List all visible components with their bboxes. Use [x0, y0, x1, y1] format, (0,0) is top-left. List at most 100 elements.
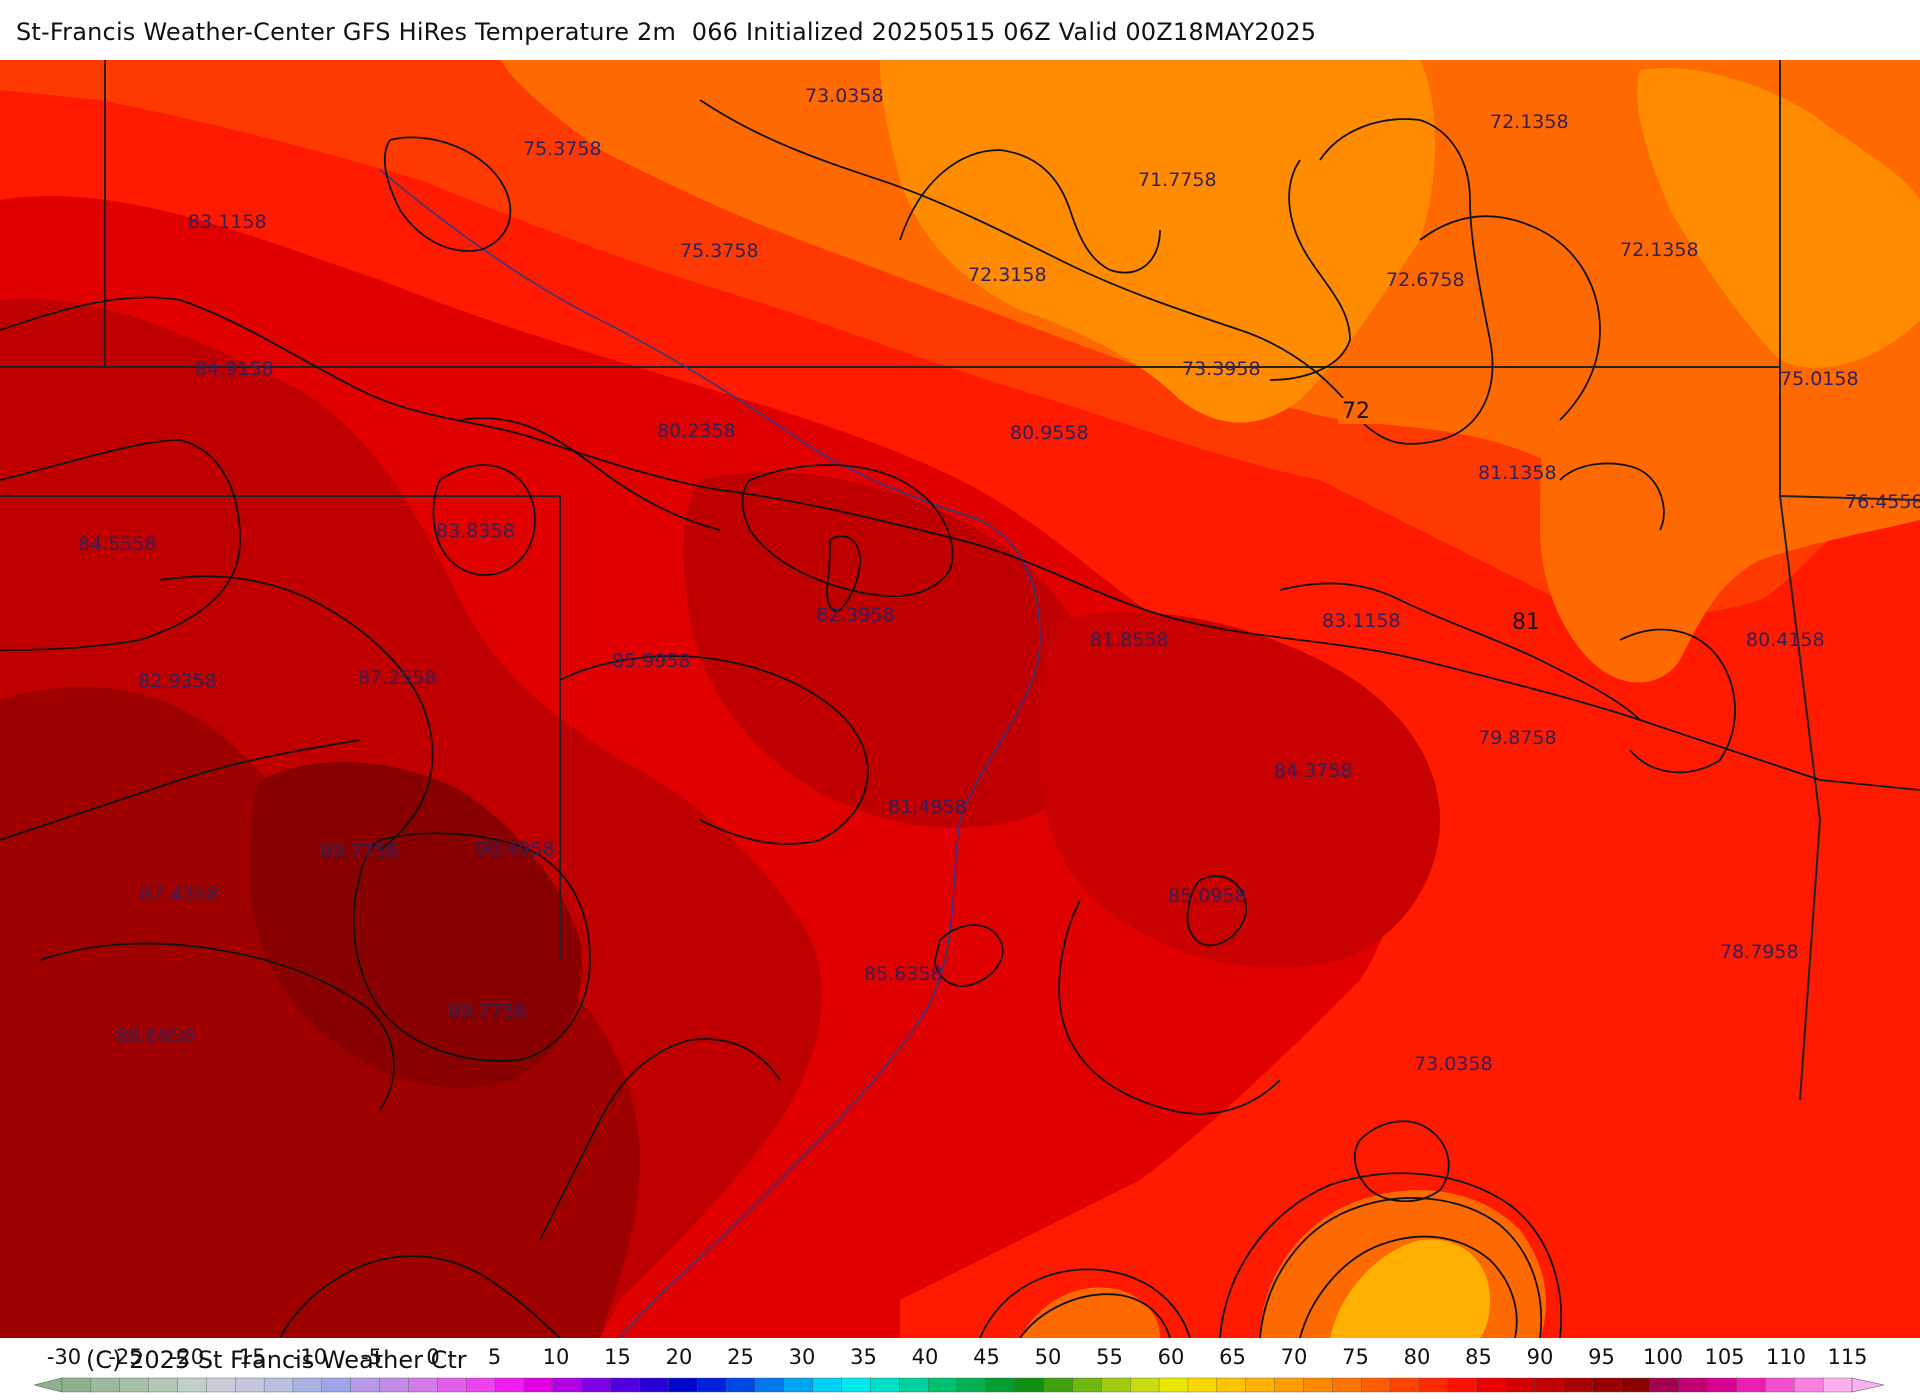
legend-color-swatch: [1072, 1377, 1103, 1393]
point-label: 83.1158: [1322, 610, 1401, 632]
temperature-fill-northeast-orange: [1637, 68, 1920, 368]
legend-tick-label: 65: [1219, 1345, 1246, 1369]
contour-label: 81: [1512, 610, 1540, 635]
legend-color-swatch: [1216, 1377, 1247, 1393]
point-label: 78.7958: [1720, 941, 1799, 963]
legend-tick-label: 80: [1404, 1345, 1431, 1369]
legend-color-swatch: [639, 1377, 669, 1393]
legend-color-swatch: [119, 1377, 150, 1393]
temperature-fill-east-darkred: [1040, 612, 1440, 968]
point-label: 73.0358: [805, 85, 884, 107]
legend-color-swatch: [206, 1377, 236, 1393]
legend-color-swatch: [552, 1377, 583, 1393]
legend-color-swatch: [1332, 1377, 1362, 1393]
point-label: 85.9958: [612, 650, 691, 672]
point-label: 79.8758: [1478, 727, 1557, 749]
legend-color-swatch: [783, 1377, 814, 1393]
point-label: 83.1158: [188, 211, 267, 233]
legend-color-swatch: [1476, 1377, 1507, 1393]
legend-color-swatch: [610, 1377, 641, 1393]
legend-color-swatch: [870, 1377, 900, 1393]
legend-color-swatch: [177, 1377, 208, 1393]
point-label: 82.9358: [138, 670, 217, 692]
legend-color-swatch: [1274, 1377, 1305, 1393]
temperature-legend: -30 -25 -20 -15 -10 -5 0 5 10 15 20 25 30 35 40 45 50 55 6…: [33, 1345, 1885, 1393]
map-title: St-Francis Weather-Center GFS HiRes Temp…: [16, 18, 1317, 46]
point-label: 80.2358: [657, 420, 736, 442]
legend-color-swatch: [956, 1377, 987, 1393]
point-label: 76.4558: [1845, 491, 1920, 513]
legend-color-swatch: [581, 1377, 612, 1393]
legend-color-swatch: [1043, 1377, 1074, 1393]
legend-tick-label: 15: [604, 1345, 631, 1369]
point-label: 81.8558: [1090, 629, 1169, 651]
legend-color-swatch: [668, 1377, 698, 1393]
legend-tick-label: 60: [1158, 1345, 1185, 1369]
point-label: 84.3758: [1274, 760, 1353, 782]
point-label: 75.3758: [523, 138, 602, 160]
legend-tick-label: 110: [1766, 1345, 1806, 1369]
legend-tick-label: -5: [361, 1345, 382, 1369]
point-label: 72.1358: [1490, 111, 1569, 133]
legend-tick-label: 20: [666, 1345, 693, 1369]
legend-color-swatch: [1014, 1377, 1045, 1393]
legend-color-swatch: [899, 1377, 929, 1393]
legend-color-swatch: [321, 1377, 352, 1393]
legend-tick-label: 115: [1827, 1345, 1867, 1369]
river-line: [379, 169, 1041, 1338]
point-label: 82.3958: [816, 604, 895, 626]
point-label: 80.4158: [1746, 629, 1825, 651]
point-label: 72.6758: [1386, 269, 1465, 291]
legend-tick-label: 100: [1643, 1345, 1683, 1369]
legend-color-swatch: [408, 1377, 439, 1393]
point-label: 83.8358: [436, 520, 515, 542]
legend-color-swatch: [379, 1377, 410, 1393]
legend-tick-label: 5: [488, 1345, 501, 1369]
point-label: 84.9158: [195, 358, 274, 380]
legend-color-swatch: [725, 1377, 756, 1393]
legend-color-swatch: [1620, 1377, 1651, 1393]
point-label: 75.3758: [680, 240, 759, 262]
legend-color-swatch: [90, 1377, 121, 1393]
point-label: 80.9558: [1010, 422, 1089, 444]
temperature-fill-north-light-orange: [880, 60, 1435, 423]
point-label: 85.6358: [864, 963, 943, 985]
temperature-fill-central-maroon: [250, 761, 582, 1088]
legend-color-swatch: [263, 1377, 294, 1393]
legend-tick-label: -25: [108, 1345, 142, 1369]
point-label: 87.4358: [140, 883, 219, 905]
legend-tick-label: 90: [1527, 1345, 1554, 1369]
point-label: 71.7758: [1138, 169, 1217, 191]
legend-color-swatch: [1649, 1377, 1680, 1393]
legend-color-swatch: [1563, 1377, 1593, 1393]
contour-label: 72: [1342, 399, 1370, 424]
contour-labels: 72 81: [1338, 398, 1544, 635]
point-label: 75.0158: [1780, 368, 1859, 390]
point-label: 81.4958: [888, 796, 967, 818]
legend-color-swatch: [523, 1377, 554, 1393]
legend-color-swatch: [1130, 1377, 1160, 1393]
point-label: 89.7758: [448, 1000, 527, 1022]
point-label: 85.0958: [1168, 885, 1247, 907]
legend-tick-label: 40: [912, 1345, 939, 1369]
legend-color-swatch: [1360, 1377, 1391, 1393]
point-labels: 73.0358 75.3758 83.1158 75.3758 71.7758 72.13…: [78, 85, 1920, 1075]
point-label: 81.1358: [1478, 462, 1557, 484]
point-label: 72.3158: [968, 264, 1047, 286]
legend-color-swatch: [1736, 1377, 1767, 1393]
legend-color-swatch: [292, 1377, 323, 1393]
legend-arrow-low: [33, 1377, 63, 1393]
legend-color-swatch: [812, 1377, 843, 1393]
legend-color-swatch: [61, 1377, 92, 1393]
temperature-fill-central-darkred: [683, 472, 1106, 828]
legend-tick-label: 35: [850, 1345, 877, 1369]
legend-tick-label: 85: [1465, 1345, 1492, 1369]
legend-color-swatch: [1389, 1377, 1420, 1393]
legend-color-swatch: [841, 1377, 872, 1393]
legend-color-swatch: [1101, 1377, 1131, 1393]
temperature-fill-southeast-yellow: [1330, 1239, 1490, 1338]
point-label: 73.0358: [1414, 1053, 1493, 1075]
legend-color-swatch: [1418, 1377, 1449, 1393]
legend-color-swatch: [1822, 1377, 1853, 1393]
point-label: 72.1358: [1620, 239, 1699, 261]
